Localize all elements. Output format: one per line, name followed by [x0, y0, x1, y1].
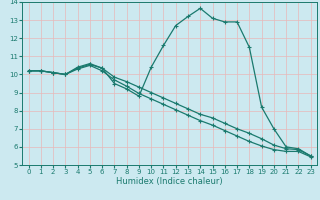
- X-axis label: Humidex (Indice chaleur): Humidex (Indice chaleur): [116, 177, 223, 186]
